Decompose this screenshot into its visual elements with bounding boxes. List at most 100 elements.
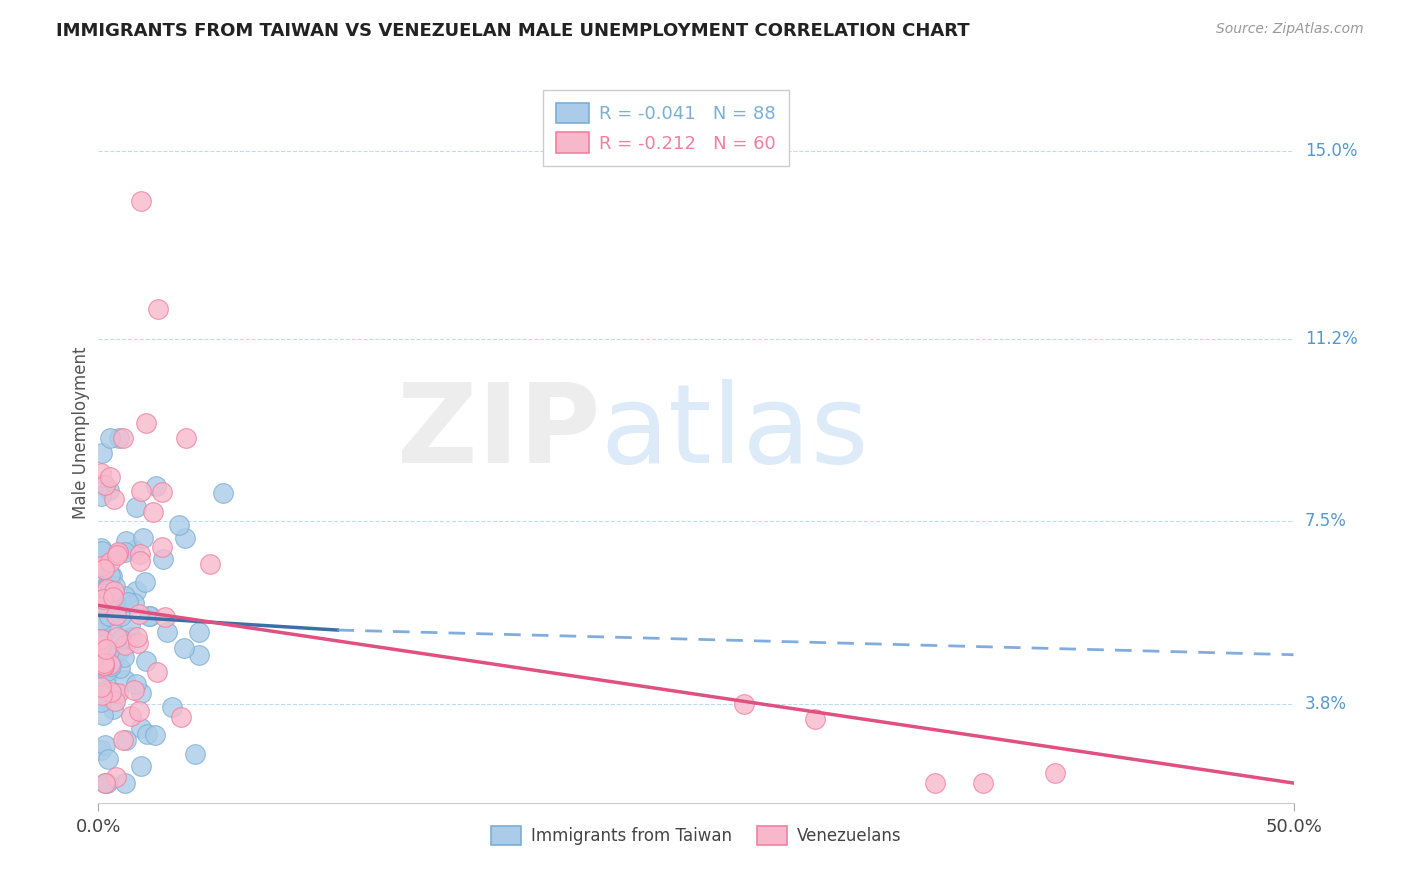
Point xyxy=(187,648,209,662)
Y-axis label: Male Unemployment: Male Unemployment xyxy=(72,346,90,519)
Point xyxy=(93,587,115,601)
Point xyxy=(114,545,136,559)
Point xyxy=(93,656,115,670)
Point xyxy=(129,721,152,735)
Point xyxy=(122,596,145,610)
Point xyxy=(90,558,112,573)
Point xyxy=(108,431,131,445)
Text: IMMIGRANTS FROM TAIWAN VS VENEZUELAN MALE UNEMPLOYMENT CORRELATION CHART: IMMIGRANTS FROM TAIWAN VS VENEZUELAN MAL… xyxy=(56,22,970,40)
Point xyxy=(107,545,129,559)
Point xyxy=(112,431,135,445)
Point xyxy=(90,597,112,611)
Point xyxy=(105,608,128,623)
Point xyxy=(91,446,114,460)
Point xyxy=(135,655,157,669)
Point xyxy=(90,606,112,620)
Point xyxy=(97,483,120,497)
Point xyxy=(108,661,131,675)
Point xyxy=(98,591,121,606)
Point xyxy=(122,543,145,558)
Point xyxy=(105,770,128,784)
Point xyxy=(107,686,129,700)
Point xyxy=(129,759,152,773)
Point xyxy=(93,582,115,596)
Point xyxy=(150,541,173,555)
Point xyxy=(100,556,122,570)
Point xyxy=(135,726,157,740)
Point xyxy=(160,700,183,714)
Point xyxy=(97,644,120,658)
Point xyxy=(107,599,129,614)
Point xyxy=(103,491,125,506)
Point xyxy=(91,582,114,596)
Point xyxy=(174,431,197,445)
Point xyxy=(128,704,150,718)
Point xyxy=(145,479,167,493)
Point xyxy=(91,477,114,491)
Point xyxy=(103,584,125,599)
Point xyxy=(187,624,209,639)
Point xyxy=(924,776,946,790)
Point xyxy=(96,776,118,790)
Point xyxy=(94,676,117,690)
Text: 15.0%: 15.0% xyxy=(1305,143,1357,161)
Legend: R = -0.041   N = 88, R = -0.212   N = 60: R = -0.041 N = 88, R = -0.212 N = 60 xyxy=(543,90,789,166)
Point xyxy=(90,489,112,503)
Point xyxy=(91,584,114,599)
Point xyxy=(93,633,115,648)
Point xyxy=(173,531,195,545)
Point xyxy=(90,591,112,605)
Point xyxy=(110,609,132,624)
Point xyxy=(105,631,128,645)
Point xyxy=(145,728,167,742)
Point xyxy=(96,665,118,679)
Point xyxy=(93,659,115,673)
Point xyxy=(120,709,142,723)
Point xyxy=(804,712,827,726)
Point xyxy=(150,485,173,500)
Point xyxy=(90,639,112,653)
Point xyxy=(129,686,152,700)
Point xyxy=(94,478,117,492)
Point xyxy=(97,752,120,766)
Point xyxy=(125,500,148,515)
Point xyxy=(138,609,160,624)
Point xyxy=(94,642,117,657)
Point xyxy=(117,595,139,609)
Point xyxy=(90,632,112,647)
Point xyxy=(104,579,127,593)
Point xyxy=(146,665,169,680)
Point xyxy=(733,697,755,711)
Point xyxy=(198,558,221,572)
Point xyxy=(90,680,112,694)
Point xyxy=(1043,766,1066,780)
Point xyxy=(98,431,121,445)
Point xyxy=(90,466,112,480)
Point xyxy=(110,632,132,647)
Point xyxy=(115,732,138,747)
Point xyxy=(142,505,165,519)
Point xyxy=(93,738,115,752)
Point xyxy=(91,689,114,703)
Point xyxy=(118,618,141,632)
Text: Source: ZipAtlas.com: Source: ZipAtlas.com xyxy=(1216,22,1364,37)
Point xyxy=(134,574,156,589)
Point xyxy=(122,682,145,697)
Point xyxy=(104,606,127,620)
Point xyxy=(100,568,122,582)
Point xyxy=(91,544,114,558)
Point xyxy=(104,694,127,708)
Point xyxy=(96,582,118,597)
Point xyxy=(114,638,136,652)
Point xyxy=(114,589,136,603)
Point xyxy=(91,707,114,722)
Point xyxy=(184,747,207,761)
Point xyxy=(98,583,121,598)
Point xyxy=(128,607,150,621)
Point xyxy=(114,776,136,790)
Text: 7.5%: 7.5% xyxy=(1305,513,1347,531)
Point xyxy=(125,676,148,690)
Point xyxy=(173,641,195,656)
Point xyxy=(90,541,112,555)
Point xyxy=(103,591,125,605)
